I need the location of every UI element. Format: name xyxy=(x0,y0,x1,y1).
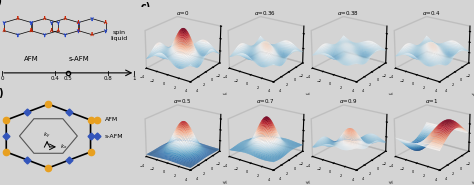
Text: 0.5: 0.5 xyxy=(64,76,73,81)
Y-axis label: $k_y$: $k_y$ xyxy=(470,89,474,100)
Text: $k_y$: $k_y$ xyxy=(43,131,51,141)
Title: $\alpha$=1: $\alpha$=1 xyxy=(425,97,438,105)
Y-axis label: $k_y$: $k_y$ xyxy=(304,89,314,100)
Title: $\alpha$=0.4: $\alpha$=0.4 xyxy=(422,9,441,17)
Title: $\alpha$=0.7: $\alpha$=0.7 xyxy=(256,97,274,105)
Text: spin
liquid: spin liquid xyxy=(111,30,128,41)
Title: $\alpha$=0: $\alpha$=0 xyxy=(176,9,189,17)
Text: AFM: AFM xyxy=(105,117,118,122)
Text: 0.4: 0.4 xyxy=(51,76,59,81)
Text: 0: 0 xyxy=(0,76,4,81)
Text: s-AFM: s-AFM xyxy=(105,134,124,139)
Title: $\alpha$=0.5: $\alpha$=0.5 xyxy=(173,97,191,105)
Y-axis label: $k_y$: $k_y$ xyxy=(470,178,474,185)
Title: $\alpha$=0.38: $\alpha$=0.38 xyxy=(337,9,359,17)
X-axis label: $k_x$: $k_x$ xyxy=(315,96,323,105)
Text: $k_x$: $k_x$ xyxy=(60,142,68,151)
Text: b): b) xyxy=(0,88,3,98)
Text: 1: 1 xyxy=(132,76,136,81)
Y-axis label: $k_y$: $k_y$ xyxy=(304,178,314,185)
X-axis label: $k_x$: $k_x$ xyxy=(149,96,157,105)
Y-axis label: $k_y$: $k_y$ xyxy=(221,89,231,100)
Text: s-AFM: s-AFM xyxy=(68,56,89,62)
Y-axis label: $k_y$: $k_y$ xyxy=(221,178,231,185)
X-axis label: $k_x$: $k_x$ xyxy=(398,96,406,105)
Text: AFM: AFM xyxy=(24,56,39,62)
Text: 0.8: 0.8 xyxy=(103,76,112,81)
Text: $\alpha$: $\alpha$ xyxy=(140,68,148,77)
X-axis label: $k_x$: $k_x$ xyxy=(232,96,240,105)
Title: $\alpha$=0.9: $\alpha$=0.9 xyxy=(339,97,358,105)
Y-axis label: $k_y$: $k_y$ xyxy=(387,178,397,185)
Text: c): c) xyxy=(141,2,151,12)
Y-axis label: $k_y$: $k_y$ xyxy=(387,89,397,100)
Title: $\alpha$=0.36: $\alpha$=0.36 xyxy=(255,9,276,17)
Text: a): a) xyxy=(0,0,3,6)
